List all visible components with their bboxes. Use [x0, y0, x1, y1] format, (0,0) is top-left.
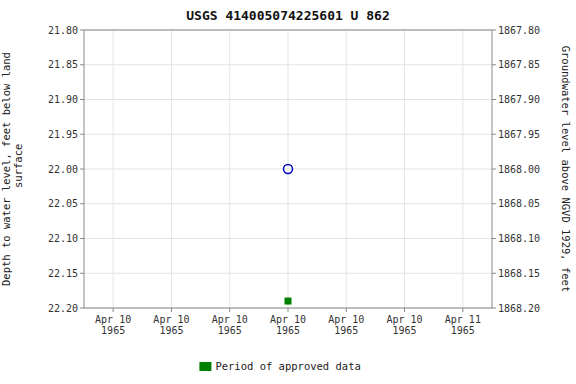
tick-label: Apr 101965 — [212, 314, 248, 336]
tick-label: 1868.10 — [498, 233, 540, 244]
background — [0, 0, 576, 384]
legend-label: Period of approved data — [215, 360, 360, 372]
legend: Period of approved data — [199, 360, 360, 372]
tick-label: 1868.20 — [498, 303, 540, 314]
text-line: Apr 10 — [95, 314, 131, 325]
tick — [80, 64, 84, 65]
text-line: 1965 — [159, 325, 183, 336]
tick — [492, 238, 496, 239]
tick — [80, 30, 84, 31]
tick-label: 22.10 — [48, 233, 78, 244]
tick-label: 1867.85 — [498, 59, 540, 70]
tick-label: Apr 101965 — [153, 314, 189, 336]
chart: 21.80 21.85 21.90 21.95 22.00 22.05 22.10 22.15… — [0, 0, 576, 384]
tick — [492, 203, 496, 204]
tick — [288, 308, 289, 312]
text-line: surface — [12, 144, 24, 195]
tick-label: 1867.95 — [498, 129, 540, 140]
grid-line — [462, 30, 463, 308]
tick — [171, 308, 172, 312]
tick-label: 21.90 — [48, 94, 78, 105]
grid-line — [346, 30, 347, 308]
tick-label: 1867.80 — [498, 25, 540, 36]
tick — [462, 308, 463, 312]
text-line: Groundwater level above NGVD 1929, feet — [560, 46, 572, 293]
tick — [404, 308, 405, 312]
grid-line — [171, 30, 172, 308]
text-line: 1965 — [334, 325, 358, 336]
grid-line — [288, 30, 289, 308]
point — [285, 298, 292, 305]
text-line: Depth to water level, feet below land — [0, 52, 12, 286]
grid — [84, 30, 492, 308]
tick — [492, 30, 496, 31]
tick-label: 1867.90 — [498, 94, 540, 105]
tick-label: 21.80 — [48, 25, 78, 36]
tick-label: 1868.05 — [498, 198, 540, 209]
marks — [284, 165, 293, 305]
text-line: 1965 — [451, 325, 475, 336]
plot-frame — [84, 30, 492, 308]
text-line: Apr 11 — [445, 314, 481, 325]
text-line: 1965 — [101, 325, 125, 336]
text-line: 1965 — [218, 325, 242, 336]
text-line: Apr 10 — [328, 314, 364, 325]
grid-line — [404, 30, 405, 308]
tick-label: 21.95 — [48, 129, 78, 140]
tick — [113, 308, 114, 312]
tick — [492, 64, 496, 65]
legend-swatch — [199, 362, 211, 371]
tick — [492, 308, 496, 309]
tick-label: Apr 111965 — [445, 314, 481, 336]
tick-label: 22.20 — [48, 303, 78, 314]
tick — [492, 169, 496, 170]
tick — [80, 169, 84, 170]
tick-label: Apr 101965 — [95, 314, 131, 336]
point — [284, 165, 293, 174]
text-line: 1965 — [276, 325, 300, 336]
tick-label: 22.00 — [48, 164, 78, 175]
tick — [492, 134, 496, 135]
title: USGS 414005074225601 U 862 — [186, 8, 390, 23]
text-line: Apr 10 — [212, 314, 248, 325]
tick-label: 1868.00 — [498, 164, 540, 175]
text-line: Apr 10 — [387, 314, 423, 325]
tick — [346, 308, 347, 312]
text-line: Apr 10 — [153, 314, 189, 325]
axes: 21.80 21.85 21.90 21.95 22.00 22.05 22.10 22.15… — [48, 25, 540, 337]
tick-label: 22.05 — [48, 198, 78, 209]
tick — [80, 134, 84, 135]
grid-line — [229, 30, 230, 308]
tick — [80, 273, 84, 274]
tick — [229, 308, 230, 312]
tick-label: 21.85 — [48, 59, 78, 70]
tick — [80, 308, 84, 309]
tick-label: Apr 101965 — [387, 314, 423, 336]
tick-label: 22.15 — [48, 268, 78, 279]
axis-label: Depth to water level, feet below land su… — [0, 52, 24, 286]
text-line: 1965 — [393, 325, 417, 336]
tick-label: Apr 101965 — [328, 314, 364, 336]
grid-line — [113, 30, 114, 308]
tick-label: Apr 101965 — [270, 314, 306, 336]
tick-label: 1868.15 — [498, 268, 540, 279]
tick — [492, 273, 496, 274]
tick — [492, 99, 496, 100]
tick — [80, 203, 84, 204]
tick — [80, 238, 84, 239]
text-line: Apr 10 — [270, 314, 306, 325]
tick — [80, 99, 84, 100]
axis-label: Groundwater level above NGVD 1929, feet — [560, 46, 572, 293]
